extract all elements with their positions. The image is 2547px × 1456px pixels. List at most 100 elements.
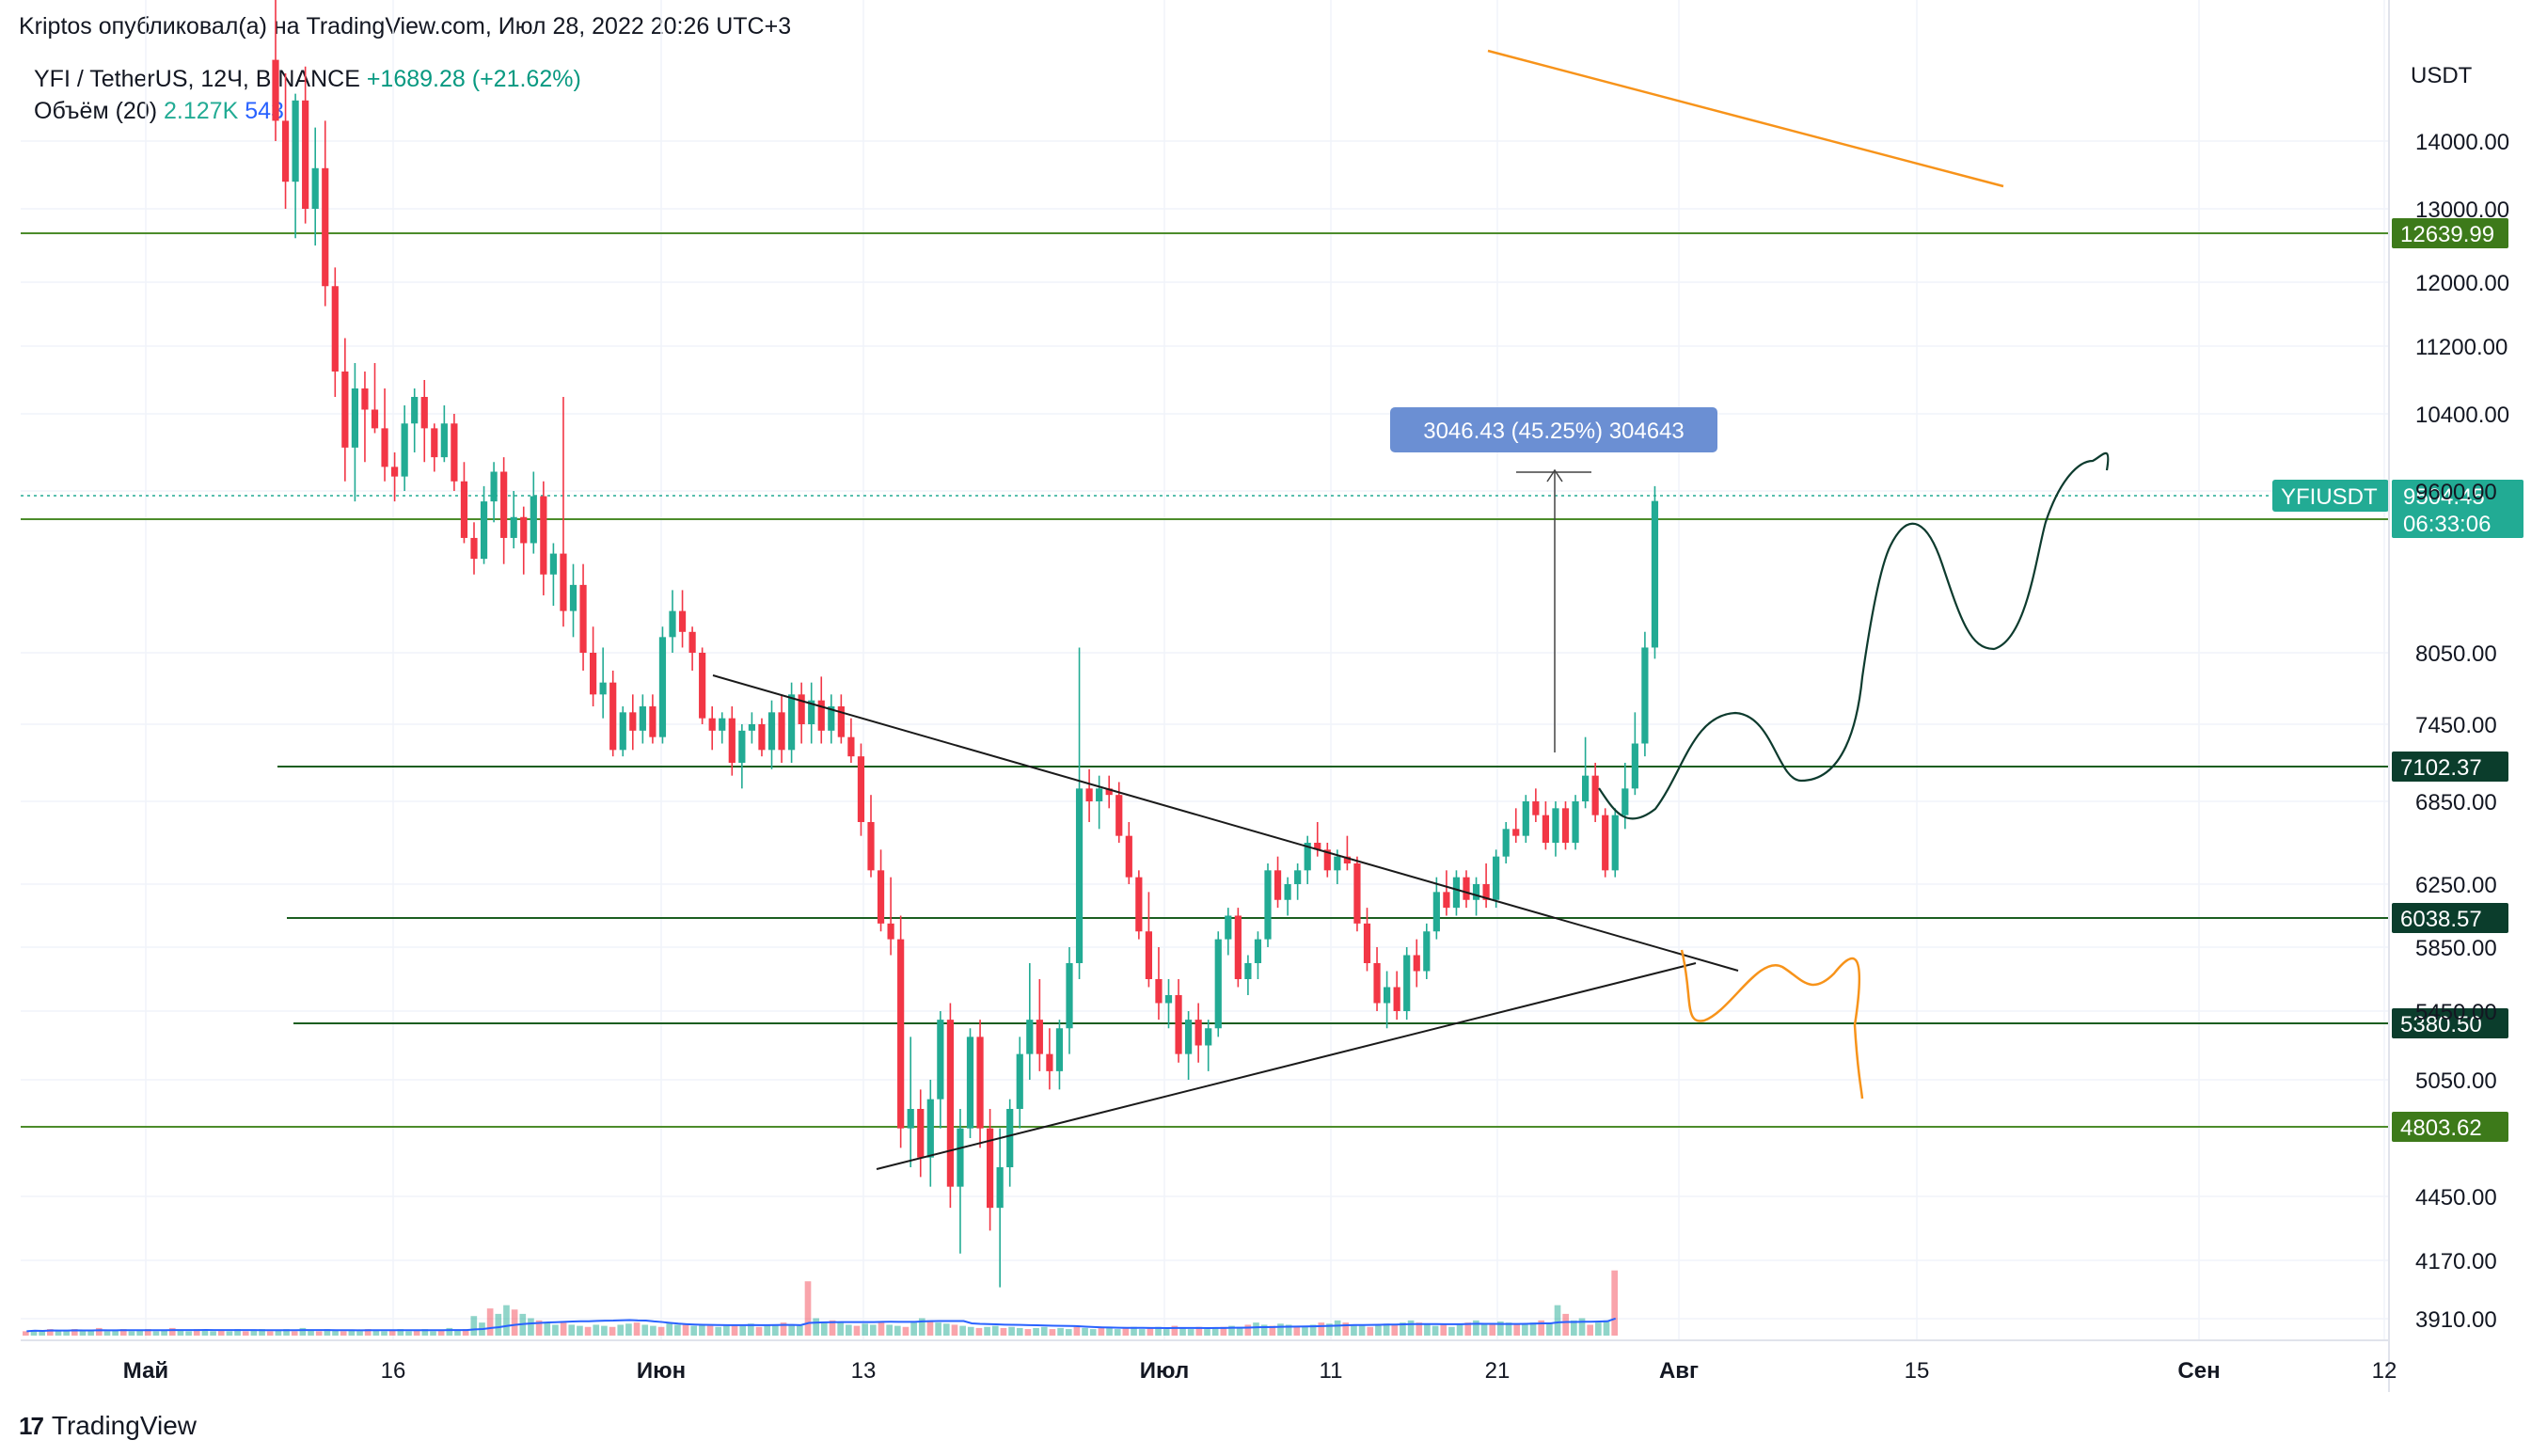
volume-bar [1383,1323,1390,1336]
volume-bar [1522,1323,1528,1336]
volume-bar [1473,1320,1479,1336]
candle-body [401,423,408,477]
volume-bar [1106,1326,1113,1336]
candle-body [540,496,547,575]
volume-bar [1505,1322,1512,1336]
candle-body [520,516,528,544]
volume-bar [869,1324,877,1336]
candle-body [1225,915,1232,940]
candle-body [828,706,835,731]
candle-body [987,1128,994,1209]
candle-body [361,388,369,410]
volume-bar [528,1318,534,1336]
volume-bar [503,1305,510,1336]
symbol-badge [2272,480,2389,512]
candle-body [708,718,716,731]
volume-bar [217,1330,225,1336]
candle-body [867,822,875,871]
volume-bar [1269,1325,1276,1336]
volume-bar [1351,1324,1357,1336]
candle-body [748,724,755,731]
volume-bar [1049,1329,1056,1336]
volume-bar [674,1324,681,1336]
candle-body [381,428,388,467]
candle-body [341,372,349,448]
y-tick-label: 5050.00 [2415,1068,2497,1094]
candle-body [937,1020,944,1100]
volume-bar [535,1320,543,1336]
volume-label[interactable]: Объём (20) [34,98,158,124]
candle-body [1493,856,1500,900]
candle-body [897,939,905,1129]
candle-body [907,1109,914,1129]
volume-bar [185,1331,192,1336]
x-tick-label: Авг [1659,1358,1699,1384]
candle-body [1314,843,1321,850]
candle-body [560,553,567,611]
candle-body [976,1037,984,1129]
volume-bar [1603,1320,1610,1336]
volume-bar [764,1325,771,1336]
candle-body [1175,995,1182,1054]
candle-body [1026,1020,1034,1054]
tradingview-brand[interactable]: 17 TradingView [19,1411,197,1441]
volume-bar [1480,1324,1488,1336]
level-price-label: 12639.99 [2400,222,2494,247]
candle-body [1532,801,1540,815]
candle-body [1373,963,1381,1004]
volume-bar [381,1331,388,1336]
volume-bar [1089,1329,1097,1336]
volume-bar [405,1331,412,1336]
candle-body [1274,870,1282,900]
volume-bar [1595,1322,1602,1336]
candle-body [470,537,478,560]
volume-bar [1211,1327,1219,1336]
volume-bar [39,1331,45,1336]
volume-bar [804,1281,812,1336]
candle-body [1284,884,1291,900]
volume-bar [1489,1323,1496,1336]
x-tick-label: 21 [1485,1358,1511,1384]
volume-bar [1008,1326,1015,1336]
volume-bar [332,1330,339,1336]
candle-body [1482,884,1490,900]
candle-body [788,694,796,751]
volume-bar [315,1331,323,1336]
level-price-badge [2392,1112,2508,1142]
measure-arrow-icon [1546,468,1563,483]
candle-body [1353,863,1361,924]
volume-bar [1432,1325,1439,1336]
candle-body [1463,877,1470,900]
volume-bar [299,1327,307,1336]
volume-bar [1163,1329,1170,1336]
candle-body [1591,775,1599,815]
volume-bar [1024,1329,1032,1336]
candle-body [1561,808,1570,843]
volume-bar [210,1331,216,1336]
volume-bar [975,1327,983,1336]
volume-bar [942,1323,950,1336]
candle-body [798,694,805,724]
volume-bar [1416,1322,1423,1336]
candle-body [738,730,746,763]
candle-body [590,653,597,695]
volume-bar [959,1325,966,1336]
volume-ma-line [26,1317,1616,1333]
candle-body [1264,870,1272,940]
tradingview-logo-icon: 17 [19,1411,44,1440]
volume-bar [495,1313,502,1336]
volume-bar [967,1326,974,1336]
candle-body [887,923,894,940]
volume-bar [1407,1320,1415,1336]
volume-bar [1000,1327,1007,1336]
candle-body [917,1109,925,1158]
candle-body [658,637,667,737]
volume-bar [682,1323,689,1336]
x-tick-label: 13 [851,1358,877,1384]
volume-bar [577,1325,583,1336]
volume-bar [470,1316,478,1336]
candle-body [946,1020,954,1187]
candle-body [1334,856,1341,871]
candle-body [1611,815,1619,871]
